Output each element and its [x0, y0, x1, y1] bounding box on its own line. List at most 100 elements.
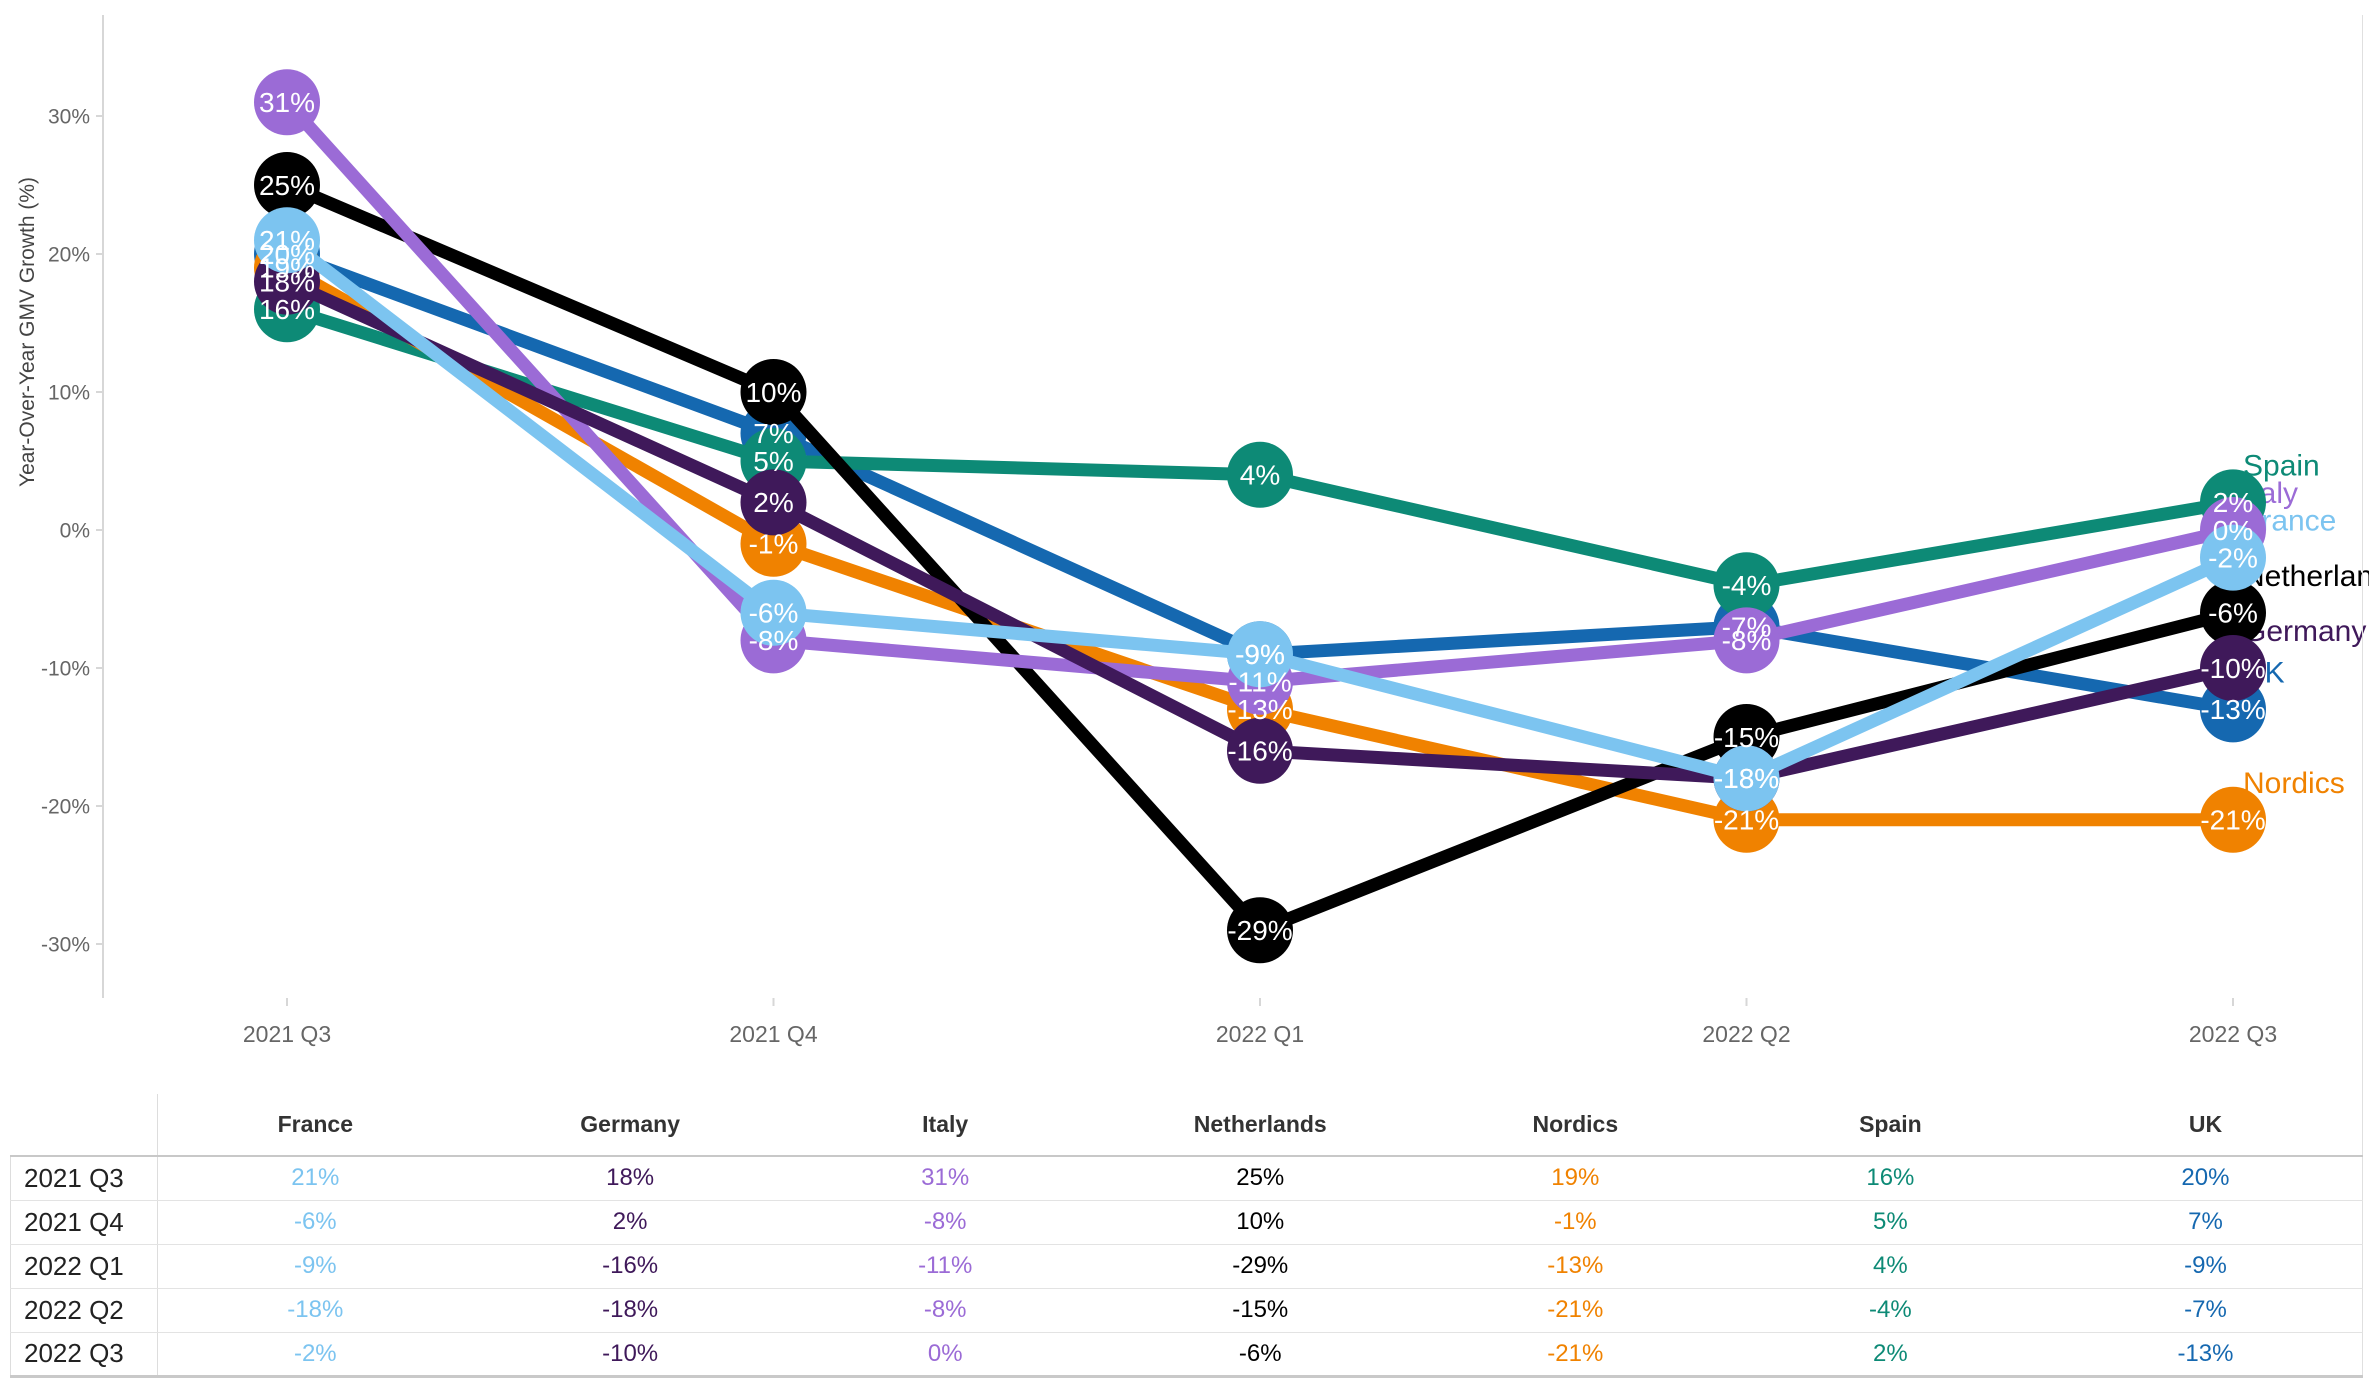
data-point-france-2022-q2[interactable] [1713, 745, 1780, 812]
value-label-netherlands: -6% [2208, 598, 2258, 629]
x-axis-tick-label: 2022 Q3 [2189, 1021, 2277, 1047]
x-axis-tick-label: 2021 Q3 [243, 1021, 331, 1047]
value-label-italy: -8% [1722, 625, 1772, 656]
table-cell-france-2021-q4[interactable]: -6% [157, 1200, 473, 1245]
value-label-italy: -11% [1228, 667, 1291, 698]
column-header-spain[interactable]: Spain [1732, 1094, 2048, 1157]
pane-right-border [2362, 15, 2363, 1378]
data-point-germany-2022-q1[interactable] [1227, 717, 1293, 784]
y-axis-title: Year-Over-Year GMV Growth (%) [16, 177, 39, 487]
table-cell-uk-2022-q1[interactable]: -9% [2047, 1244, 2363, 1289]
data-point-netherlands-2022-q3[interactable] [2200, 579, 2266, 646]
value-label-uk: -7% [1722, 611, 1772, 642]
table-cell-italy-2022-q3[interactable]: 0% [787, 1332, 1103, 1378]
row-header-2022-q2[interactable]: 2022 Q2 [9, 1288, 159, 1333]
data-point-netherlands-2021-q4[interactable] [740, 359, 807, 425]
data-point-france-2021-q3[interactable] [254, 207, 320, 274]
data-point-netherlands-2022-q1[interactable] [1227, 897, 1293, 964]
table-cell-italy-2022-q2[interactable]: -8% [787, 1288, 1103, 1333]
column-header-france[interactable]: France [157, 1094, 473, 1157]
y-axis-tick-label: 10% [48, 381, 90, 404]
x-axis-tick-label: 2021 Q4 [729, 1021, 817, 1047]
table-cell-nordics-2021-q4[interactable]: -1% [1417, 1200, 1733, 1245]
y-axis-tick-label: 30% [48, 105, 90, 128]
table-cell-germany-2021-q4[interactable]: 2% [472, 1200, 788, 1245]
table-corner-cell [10, 1094, 159, 1157]
series-line-italy [282, 97, 2235, 689]
value-label-france: -18% [1714, 763, 1779, 794]
value-label-germany: 18% [259, 266, 315, 297]
value-label-uk: -13% [2200, 694, 2265, 725]
series-name-label-nordics: Nordics [2243, 767, 2345, 800]
table-cell-france-2022-q2[interactable]: -18% [157, 1288, 473, 1333]
value-label-uk: 7% [753, 418, 793, 449]
table-cell-spain-2022-q3[interactable]: 2% [1732, 1332, 2048, 1378]
table-cell-uk-2022-q2[interactable]: -7% [2047, 1288, 2363, 1333]
table-cell-spain-2022-q1[interactable]: 4% [1732, 1244, 2048, 1289]
y-axis-tick-label: 0% [60, 519, 90, 542]
table-cell-netherlands-2022-q2[interactable]: -15% [1102, 1288, 1418, 1333]
row-header-2022-q1[interactable]: 2022 Q1 [9, 1244, 159, 1289]
table-cell-germany-2022-q1[interactable]: -16% [472, 1244, 788, 1289]
table-cell-uk-2021-q3[interactable]: 20% [2047, 1156, 2363, 1201]
column-header-nordics[interactable]: Nordics [1417, 1094, 1733, 1157]
data-point-nordics-2022-q3[interactable] [2200, 786, 2266, 853]
data-point-italy-2021-q3[interactable] [254, 69, 320, 136]
table-cell-uk-2022-q3[interactable]: -13% [2047, 1332, 2363, 1378]
table-cell-spain-2021-q4[interactable]: 5% [1732, 1200, 2048, 1245]
table-cell-nordics-2021-q3[interactable]: 19% [1417, 1156, 1733, 1201]
gmv-growth-table: France Germany Italy Netherlands Nordics Spai… [9, 1094, 2363, 1378]
table-cell-netherlands-2021-q3[interactable]: 25% [1102, 1156, 1418, 1201]
table-cell-germany-2022-q2[interactable]: -18% [472, 1288, 788, 1333]
table-cell-france-2022-q1[interactable]: -9% [157, 1244, 473, 1289]
data-point-germany-2021-q4[interactable] [740, 469, 807, 536]
table-cell-nordics-2022-q2[interactable]: -21% [1417, 1288, 1733, 1333]
data-point-france-2022-q1[interactable] [1227, 621, 1293, 688]
value-label-spain: 5% [753, 446, 793, 477]
data-point-netherlands-2021-q3[interactable] [254, 152, 320, 218]
table-cell-spain-2021-q3[interactable]: 16% [1732, 1156, 2048, 1201]
value-label-nordics: -13% [1227, 694, 1292, 725]
table-cell-germany-2021-q3[interactable]: 18% [472, 1156, 788, 1201]
table-cell-netherlands-2022-q1[interactable]: -29% [1102, 1244, 1418, 1289]
table-cell-netherlands-2022-q3[interactable]: -6% [1102, 1332, 1418, 1378]
table-cell-nordics-2022-q1[interactable]: -13% [1417, 1244, 1733, 1289]
data-point-italy-2022-q2[interactable] [1713, 607, 1780, 674]
column-header-netherlands[interactable]: Netherlands [1102, 1094, 1418, 1157]
table-cell-italy-2021-q4[interactable]: -8% [787, 1200, 1103, 1245]
value-label-nordics: 19% [259, 253, 315, 284]
data-point-france-2021-q4[interactable] [740, 579, 807, 646]
table-row: 2022 Q1 -9% -16% -11% -29% -13% 4% -9% [9, 1244, 2363, 1289]
y-axis-tick-label: 20% [48, 243, 90, 266]
row-header-2022-q3[interactable]: 2022 Q3 [9, 1332, 159, 1378]
data-point-spain-2022-q2[interactable] [1713, 552, 1780, 619]
value-label-italy: 31% [259, 87, 315, 118]
x-axis-tick-label: 2022 Q1 [1216, 1021, 1304, 1047]
table-cell-france-2021-q3[interactable]: 21% [157, 1156, 473, 1201]
value-label-france: 21% [259, 225, 315, 256]
row-header-2021-q4[interactable]: 2021 Q4 [9, 1200, 159, 1245]
value-label-spain: 2% [2213, 487, 2253, 518]
table-cell-france-2022-q3[interactable]: -2% [157, 1332, 473, 1378]
data-point-germany-2022-q3[interactable] [2200, 635, 2266, 701]
column-header-italy[interactable]: Italy [787, 1094, 1103, 1157]
value-label-nordics: -1% [749, 529, 799, 560]
table-cell-italy-2021-q3[interactable]: 31% [787, 1156, 1103, 1201]
value-label-netherlands: -15% [1714, 722, 1779, 753]
row-header-2021-q3[interactable]: 2021 Q3 [9, 1156, 159, 1201]
data-point-spain-2022-q1[interactable] [1227, 441, 1293, 508]
table-cell-germany-2022-q3[interactable]: -10% [472, 1332, 788, 1378]
table-row: 2021 Q4 -6% 2% -8% 10% -1% 5% 7% [9, 1200, 2363, 1245]
value-label-germany: -16% [1227, 736, 1292, 767]
table-cell-italy-2022-q1[interactable]: -11% [787, 1244, 1103, 1289]
column-header-uk[interactable]: UK [2047, 1094, 2363, 1157]
table-cell-netherlands-2021-q4[interactable]: 10% [1102, 1200, 1418, 1245]
column-header-germany[interactable]: Germany [472, 1094, 788, 1157]
table-cell-nordics-2022-q3[interactable]: -21% [1417, 1332, 1733, 1378]
country-quarter-table: France Germany Italy Netherlands Nordics Spai… [9, 1094, 2363, 1378]
data-point-france-2022-q3[interactable] [2200, 524, 2266, 591]
table-cell-spain-2022-q2[interactable]: -4% [1732, 1288, 2048, 1333]
value-label-spain: -4% [1722, 570, 1772, 601]
table-cell-uk-2021-q4[interactable]: 7% [2047, 1200, 2363, 1245]
